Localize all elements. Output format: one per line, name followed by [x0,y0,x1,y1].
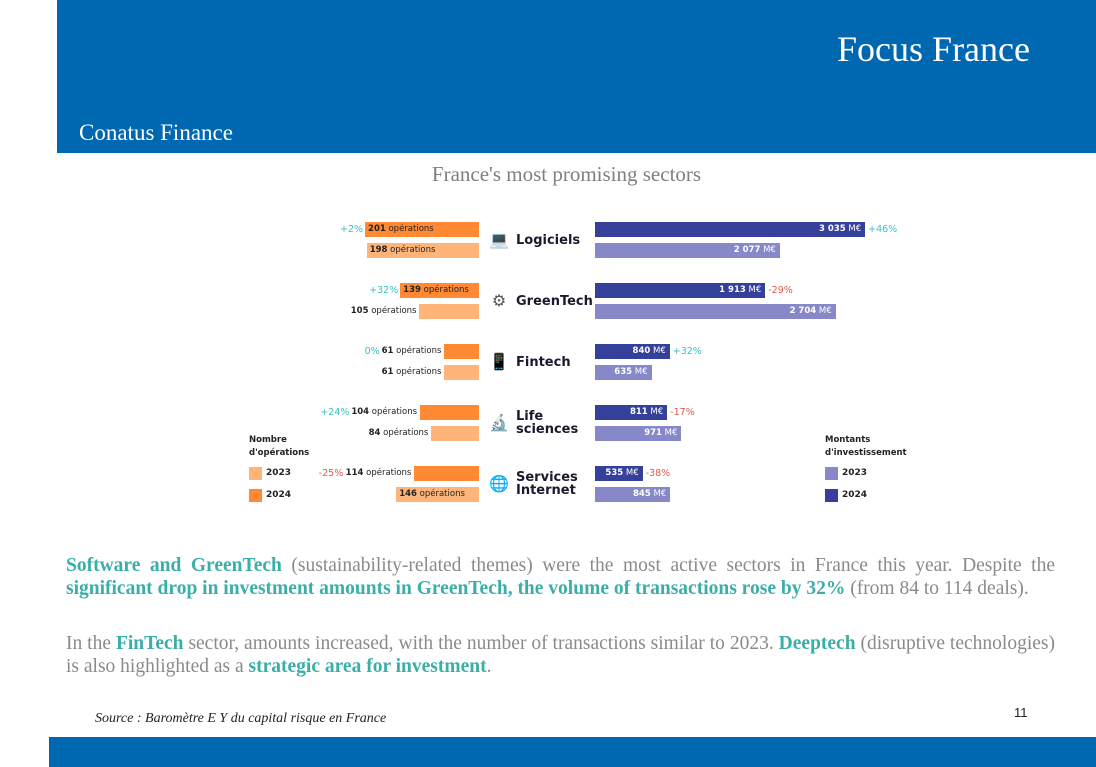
body-text: sector, amounts increased, with the numb… [183,633,779,654]
operations-bar-2023: 198 opérations [366,243,479,258]
brand-name: Conatus Finance [79,120,233,145]
investment-change: -38% [645,468,671,479]
operations-bar-2024 [444,344,479,359]
operations-bar-2024: 139 opérations [400,283,479,298]
sector-label: Services Internet [516,470,578,498]
legend-label-2024: 2024 [842,490,868,500]
investment-bar-2023: 971 M€ [595,426,682,441]
chart-title: France's most promising sectors [431,162,702,186]
sector-icon: 🔬 [489,413,509,432]
legend-label-2023: 2023 [266,468,292,478]
operations-label: 61 opérations [381,367,442,377]
body-text: In the [66,633,116,654]
sector-icon: 💻 [489,230,509,249]
investment-change: -29% [768,285,793,296]
legend-swatch-2023 [825,467,838,480]
header-banner: Focus France Conatus Finance [57,0,1096,153]
investment-bar-2023: 2 704 M€ [595,304,836,319]
operations-bar-2023 [444,365,479,380]
legend-label-2023: 2023 [842,468,868,478]
operations-bar-2024: 201 opérations [365,222,479,237]
legend-label-2024: 2024 [266,490,292,500]
investment-bar-2023: 2 077 M€ [595,243,780,258]
paragraph-1: Software and GreenTech (sustainability-r… [66,554,1055,600]
operations-change: +24% [320,407,350,418]
investment-bar-2024: 3 035 M€ [595,222,866,237]
operations-bar-2023 [419,304,479,319]
sector-label: Logiciels [516,233,581,248]
legend-swatch-2024 [249,489,262,502]
sector-icon: ⚙ [491,291,507,310]
sector-label: Fintech [516,355,571,370]
source-note: Source : Baromètre E Y du capital risque… [95,711,387,726]
paragraph-2: In the FinTech sector, amounts increased… [66,632,1055,678]
operations-change: +32% [369,285,399,296]
operations-label: 61 opérations [381,346,442,356]
footer-banner [49,737,1096,767]
operations-label: 104 opérations [351,407,418,417]
operations-label: 105 opérations [350,306,417,316]
operations-label: 114 opérations [345,468,412,478]
body-text: (disruptive technologies) is also highli… [66,633,1055,677]
page-number: 11 [1014,705,1028,720]
investment-change: +46% [868,224,898,235]
sector-label: GreenTech [516,294,593,309]
operations-bar-2024 [420,405,479,420]
operations-legend-title: Nombre d'opérations [249,435,310,458]
body-text: (sustainability-related themes) were the… [281,555,1055,576]
operations-change: +2% [340,224,364,235]
operations-bar-2023 [431,426,479,441]
investment-legend-title: Montants d'investissement [825,435,907,458]
body-text: . [486,656,492,677]
sector-label: Life sciences [516,409,579,437]
body-text: (from 84 to 114 deals). [845,578,1029,599]
legend-swatch-2023 [249,467,262,480]
highlighted-text: strategic area for investment [248,656,487,677]
highlighted-text: Software and GreenTech [66,555,282,576]
slide-title: Focus France [837,29,1030,69]
investment-bar-2023: 635 M€ [595,365,652,380]
investment-bar-2024: 535 M€ [595,466,643,481]
operations-bar-2024 [414,466,479,481]
operations-change: -25% [318,468,344,479]
operations-change: 0% [364,346,380,357]
sector-chart: 201 opérations +2% 3 035 M€ +46% 198 opérati… [249,222,907,502]
investment-bar-2024: 811 M€ [595,405,668,420]
investment-change: -17% [670,407,695,418]
legend-swatch-2024 [825,489,838,502]
investment-change: +32% [672,346,702,357]
operations-bar-2023: 146 opérations [396,487,479,502]
investment-bar-2024: 840 M€ [595,344,670,359]
investment-bar-2023: 845 M€ [595,487,671,502]
highlighted-text: FinTech [115,633,184,654]
sector-icon: 🌐 [489,474,509,493]
operations-label: 84 opérations [368,428,429,438]
highlighted-text: significant drop in investment amounts i… [66,578,846,599]
highlighted-text: Deeptech [778,633,856,654]
investment-bar-2024: 1 913 M€ [595,283,766,298]
sector-icon: 📱 [489,352,509,371]
